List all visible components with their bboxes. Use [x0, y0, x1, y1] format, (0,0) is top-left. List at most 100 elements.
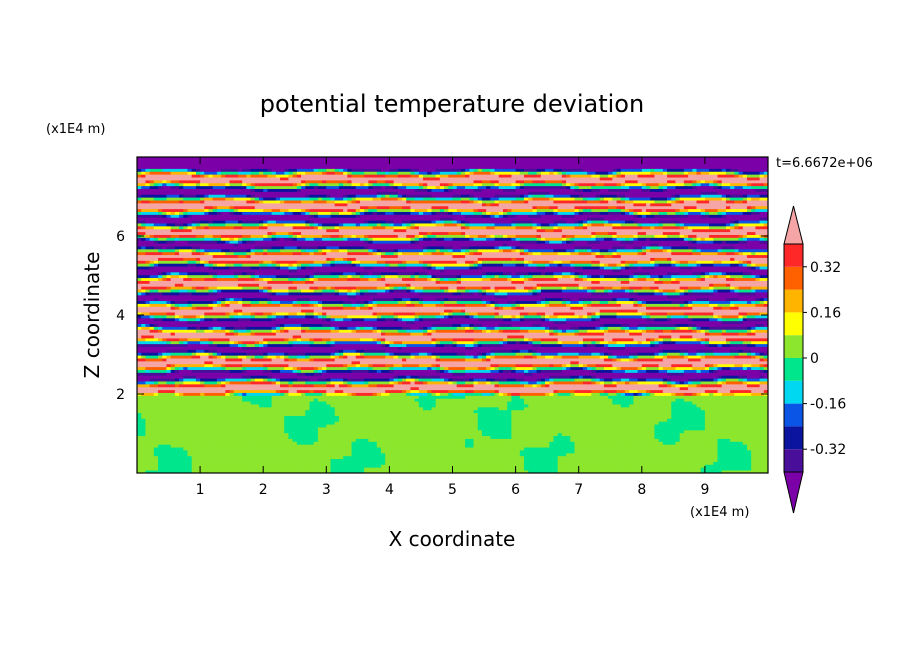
field-cell [229, 392, 235, 396]
field-cell [646, 401, 651, 405]
field-cell [553, 409, 559, 414]
field-cell [233, 412, 239, 416]
field-cell [498, 421, 504, 425]
field-cell [633, 467, 638, 471]
field-cell [709, 381, 714, 385]
field-cell [553, 421, 559, 425]
field-cell [570, 458, 575, 462]
field-cell [763, 401, 768, 405]
field-cell [713, 392, 718, 396]
field-cell [246, 455, 251, 460]
field-cell [507, 409, 512, 414]
field-cell [389, 418, 395, 422]
field-cell [759, 438, 765, 442]
field-cell [578, 421, 584, 425]
field-cell [532, 409, 538, 414]
field-cell [658, 424, 664, 428]
field-cell [557, 432, 563, 437]
field-cell [755, 401, 760, 405]
field-cell [452, 455, 458, 460]
field-cell [418, 424, 424, 428]
field-cell [317, 418, 323, 422]
field-cell [402, 455, 407, 460]
field-cell [242, 470, 247, 473]
field-cell [317, 450, 323, 454]
field-cell [603, 424, 609, 428]
field-cell [145, 432, 151, 437]
field-cell [225, 389, 230, 393]
field-cell [734, 401, 739, 405]
field-cell [683, 424, 689, 428]
field-cell [460, 418, 466, 422]
field-cell [444, 418, 449, 422]
field-cell [486, 378, 491, 382]
field-cell [704, 383, 710, 388]
field-cell [288, 421, 294, 425]
field-cell [587, 383, 592, 388]
field-cell [200, 398, 205, 402]
field-cell [498, 412, 504, 416]
field-cell [263, 461, 268, 465]
field-cell [355, 401, 361, 405]
field-cell [549, 441, 554, 445]
field-cell [406, 395, 411, 399]
field-cell [730, 452, 735, 457]
field-cell [481, 395, 487, 399]
field-cell [545, 418, 550, 422]
field-cell [280, 470, 285, 473]
field-cell [317, 444, 323, 448]
field-cell [763, 404, 768, 408]
field-cell [145, 383, 151, 388]
field-cell [326, 412, 331, 416]
field-cell [141, 395, 146, 399]
field-cell [469, 398, 474, 402]
field-cell [713, 418, 718, 422]
field-cell [183, 386, 188, 391]
field-cell [746, 467, 752, 471]
field-cell [448, 438, 453, 442]
field-cell [730, 458, 735, 462]
field-cell [582, 421, 588, 425]
field-cell [519, 418, 525, 422]
field-cell [212, 381, 218, 385]
field-cell [696, 464, 702, 468]
field-cell [595, 395, 601, 399]
field-cell [351, 415, 357, 419]
field-cell [221, 435, 226, 439]
field-cell [233, 383, 239, 388]
field-cell [216, 452, 222, 457]
field-cell [284, 464, 289, 468]
field-cell [696, 424, 702, 428]
field-cell [667, 415, 672, 419]
field-cell [162, 432, 167, 437]
field-cell [284, 470, 289, 473]
field-cell [570, 452, 575, 457]
field-cell [473, 389, 479, 393]
field-cell [174, 444, 180, 448]
field-cell [225, 392, 230, 396]
field-cell [498, 441, 504, 445]
field-cell [751, 401, 756, 405]
field-cell [338, 435, 344, 439]
field-cell [688, 392, 693, 396]
field-cell [444, 378, 449, 382]
field-cell [582, 458, 588, 462]
field-cell [477, 461, 483, 465]
field-cell [368, 461, 373, 465]
field-cell [242, 383, 247, 388]
field-cell [397, 432, 403, 437]
field-cell [553, 395, 559, 399]
field-cell [309, 435, 315, 439]
field-cell [368, 421, 373, 425]
field-cell [406, 458, 411, 462]
field-cell [641, 381, 647, 385]
field-cell [494, 435, 500, 439]
field-cell [515, 470, 521, 473]
field-cell [574, 412, 580, 416]
field-cell [359, 392, 365, 396]
field-cell [616, 447, 622, 451]
field-cell [187, 389, 193, 393]
field-cell [410, 409, 416, 414]
field-cell [633, 386, 638, 391]
field-cell [338, 404, 344, 408]
